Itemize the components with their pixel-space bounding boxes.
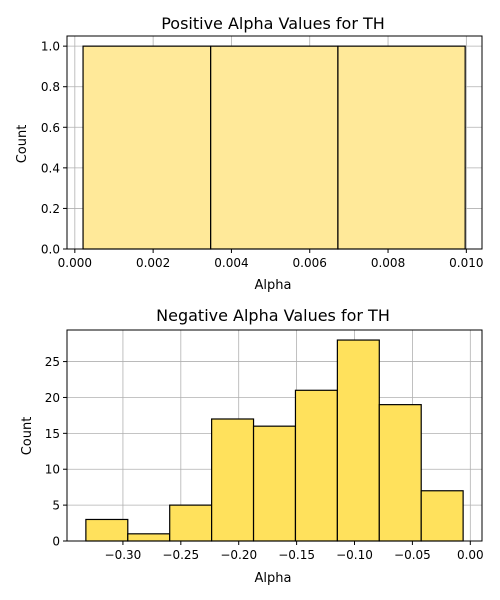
x-tick-label: −0.05 — [394, 548, 431, 562]
histogram-bar — [252, 425, 297, 542]
histogram-bar — [211, 418, 255, 542]
histogram-bar — [169, 504, 213, 542]
y-tick-label: 0 — [52, 535, 60, 549]
x-tick-label: −0.10 — [336, 548, 373, 562]
y-tick-label: 0.0 — [41, 243, 60, 257]
x-tick-label: −0.15 — [278, 548, 315, 562]
y-tick-label: 0.6 — [41, 121, 60, 135]
x-axis-label: Alpha — [255, 571, 292, 586]
x-axis-label: Alpha — [255, 278, 292, 293]
y-tick-label: 5 — [52, 499, 60, 513]
y-tick-label: 15 — [45, 427, 60, 441]
y-tick-label: 0.2 — [41, 202, 60, 216]
x-tick-label: −0.20 — [220, 548, 257, 562]
x-axis-ticks: −0.30 −0.25 −0.20 −0.15 −0.10 −0.05 0.00 — [105, 541, 484, 562]
x-tick-label: −0.25 — [162, 548, 199, 562]
x-tick-label: 0.004 — [214, 256, 248, 270]
histogram-bar — [82, 45, 212, 250]
positive-alpha-chart: Positive Alpha Values for TH 0.000 0.002 0… — [15, 14, 484, 293]
histogram-bar — [127, 533, 171, 542]
chart-title: Positive Alpha Values for TH — [161, 14, 385, 33]
histogram-bar — [210, 45, 339, 250]
histogram-bar — [378, 404, 422, 542]
y-axis-label: Count — [15, 125, 30, 164]
chart-title: Negative Alpha Values for TH — [156, 306, 390, 325]
x-tick-label: 0.002 — [136, 256, 170, 270]
histogram-bar — [336, 339, 380, 542]
y-axis-label: Count — [20, 417, 35, 456]
x-tick-label: 0.008 — [371, 256, 405, 270]
y-tick-label: 20 — [45, 391, 60, 405]
histogram-bar — [294, 389, 338, 542]
histogram-bar — [85, 518, 129, 542]
x-tick-label: 0.006 — [293, 256, 327, 270]
y-tick-label: 0.4 — [41, 161, 60, 175]
y-axis-ticks: 0.0 0.2 0.4 0.6 0.8 1.0 — [41, 40, 67, 257]
plot-area-frame — [66, 35, 483, 250]
x-tick-label: 0.000 — [58, 256, 92, 270]
y-axis-ticks: 0 5 10 15 20 25 — [45, 355, 67, 549]
x-tick-label: 0.00 — [457, 548, 484, 562]
y-tick-label: 25 — [45, 355, 60, 369]
x-tick-label: 0.010 — [449, 256, 483, 270]
plot-area-frame — [66, 329, 483, 542]
y-tick-label: 1.0 — [41, 40, 60, 54]
y-tick-label: 0.8 — [41, 80, 60, 94]
x-tick-label: −0.30 — [105, 548, 142, 562]
y-tick-label: 10 — [45, 463, 60, 477]
histogram-bars — [85, 339, 464, 542]
negative-alpha-chart: Negative Alpha Values for TH −0.30 −0.25−… — [20, 306, 484, 586]
x-axis-ticks: 0.000 0.002 0.004 0.006 0.008 0.010 — [58, 249, 484, 270]
histogram-bar — [420, 490, 464, 542]
histogram-bar — [337, 45, 466, 250]
histogram-bars — [82, 45, 466, 250]
